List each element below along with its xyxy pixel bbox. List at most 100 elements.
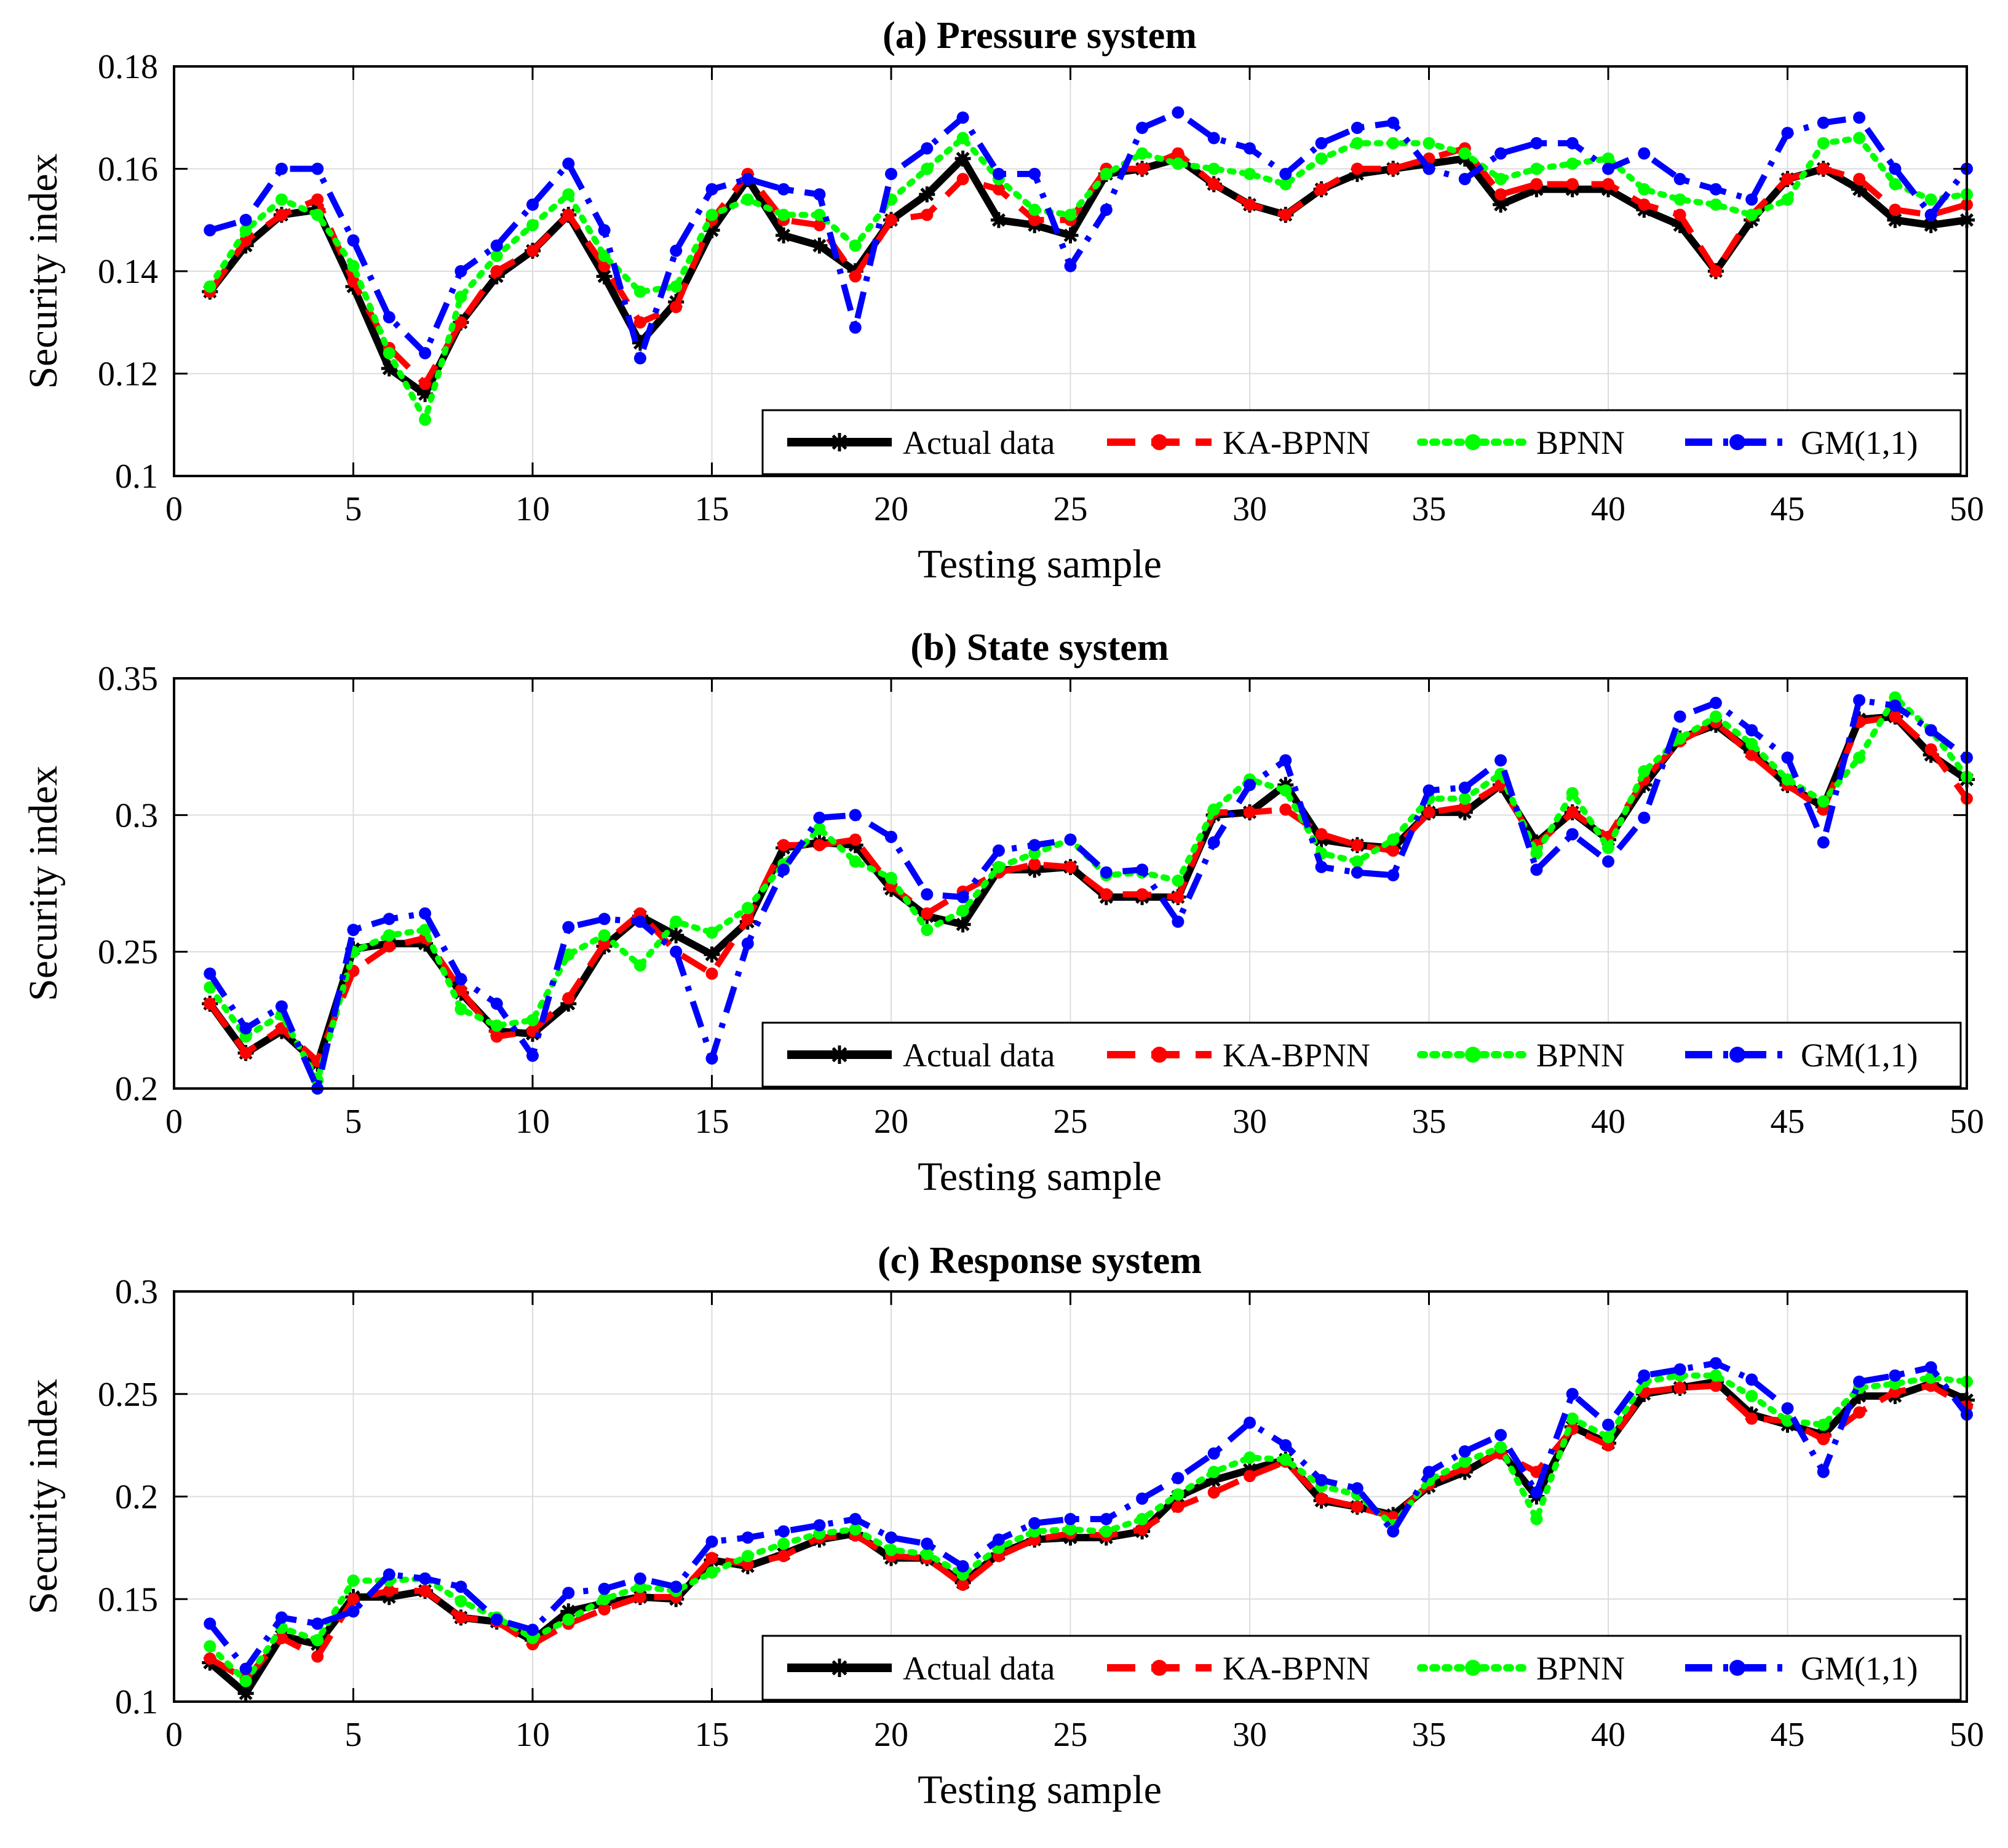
data-point xyxy=(1100,1513,1113,1526)
data-point xyxy=(381,1588,397,1605)
data-point xyxy=(1172,1501,1185,1513)
data-point xyxy=(239,224,252,237)
x-tick-label: 45 xyxy=(1771,1103,1805,1141)
data-point xyxy=(811,237,828,254)
data-point xyxy=(1566,828,1579,841)
x-tick-label: 45 xyxy=(1771,1716,1805,1754)
data-point xyxy=(705,1535,718,1548)
legend: Actual data KA-BPNN BPNN GM(1,1) xyxy=(761,1021,1962,1088)
data-point xyxy=(1279,178,1292,191)
data-point xyxy=(1602,152,1614,165)
data-point xyxy=(954,150,971,167)
data-point xyxy=(777,208,790,221)
data-point xyxy=(1781,1414,1794,1427)
data-point xyxy=(1530,847,1543,860)
data-point xyxy=(1172,1472,1185,1485)
data-point xyxy=(1387,1525,1400,1538)
data-point xyxy=(633,959,646,972)
data-point xyxy=(1494,147,1507,160)
x-tick-label: 35 xyxy=(1412,490,1446,528)
data-point xyxy=(1530,1486,1543,1499)
data-point xyxy=(1351,1482,1363,1495)
x-tick-label: 30 xyxy=(1232,1716,1267,1754)
data-point xyxy=(1100,167,1113,180)
data-point xyxy=(1851,181,1868,197)
data-point xyxy=(204,1617,216,1630)
data-point xyxy=(813,839,826,852)
legend: Actual data KA-BPNN BPNN GM(1,1) xyxy=(761,1635,1962,1701)
data-point xyxy=(1781,173,1794,186)
data-point xyxy=(1924,724,1937,737)
data-point xyxy=(813,219,826,232)
data-point xyxy=(383,347,395,360)
data-point xyxy=(1745,737,1758,750)
data-point xyxy=(670,945,683,958)
data-point xyxy=(1244,1416,1256,1429)
data-point xyxy=(598,1582,611,1595)
data-point xyxy=(347,275,360,288)
data-point xyxy=(1817,1433,1830,1446)
data-point xyxy=(1817,137,1830,149)
data-point xyxy=(670,301,683,314)
x-tick-label: 30 xyxy=(1232,1103,1267,1141)
data-point xyxy=(1136,121,1149,134)
data-point xyxy=(1028,213,1041,226)
data-point xyxy=(1207,178,1220,191)
data-point xyxy=(1423,784,1435,797)
data-point xyxy=(1817,836,1830,849)
data-point xyxy=(562,1613,575,1626)
data-point xyxy=(885,871,897,884)
data-point xyxy=(992,167,1005,180)
data-point xyxy=(562,992,575,1005)
data-point xyxy=(1853,694,1866,707)
data-point xyxy=(1207,132,1220,145)
data-point xyxy=(1494,173,1507,186)
data-point xyxy=(777,1537,790,1550)
data-point xyxy=(239,213,252,226)
x-axis-label: Testing sample xyxy=(918,542,1162,587)
x-tick-label: 0 xyxy=(165,490,183,528)
data-point xyxy=(1423,1465,1435,1478)
data-point xyxy=(921,1547,934,1560)
data-point xyxy=(1851,1388,1868,1405)
data-point xyxy=(1673,1363,1686,1376)
data-point xyxy=(1172,106,1185,119)
data-point xyxy=(1745,1373,1758,1386)
legend-marker xyxy=(1729,1047,1745,1063)
data-point xyxy=(1781,773,1794,786)
data-point xyxy=(311,193,324,206)
data-point xyxy=(1458,173,1471,186)
data-point xyxy=(849,809,862,822)
chart-title: (b) State system xyxy=(910,627,1169,668)
data-point xyxy=(1064,833,1077,846)
series-line-gm-1-1- xyxy=(208,109,1969,362)
data-point xyxy=(704,946,720,963)
data-point xyxy=(849,1523,862,1536)
data-point xyxy=(562,948,575,961)
data-point xyxy=(1100,866,1113,879)
y-axis-label: Security index xyxy=(21,1379,66,1614)
data-point xyxy=(1924,193,1937,206)
data-point xyxy=(1244,167,1256,180)
chart-title: (a) Pressure system xyxy=(883,15,1197,57)
legend-marker xyxy=(1465,434,1481,450)
data-point xyxy=(275,162,288,175)
x-tick-label: 15 xyxy=(695,1716,729,1754)
x-tick-label: 40 xyxy=(1591,1716,1625,1754)
data-point xyxy=(1853,173,1866,186)
data-point xyxy=(1423,162,1435,175)
data-point xyxy=(956,1578,969,1591)
data-point xyxy=(813,811,826,824)
data-point xyxy=(1172,890,1185,903)
series-line-ka-bpnn xyxy=(208,1382,1969,1683)
data-point xyxy=(490,1613,503,1626)
data-point xyxy=(204,981,216,994)
legend-label: Actual data xyxy=(903,1037,1055,1074)
data-point xyxy=(311,1617,324,1630)
data-point xyxy=(383,1568,395,1581)
x-tick-label: 5 xyxy=(345,1716,362,1754)
data-point xyxy=(454,1580,467,1593)
data-point xyxy=(705,1566,718,1579)
x-tick-label: 40 xyxy=(1591,490,1625,528)
y-tick-label: 0.25 xyxy=(98,934,158,972)
